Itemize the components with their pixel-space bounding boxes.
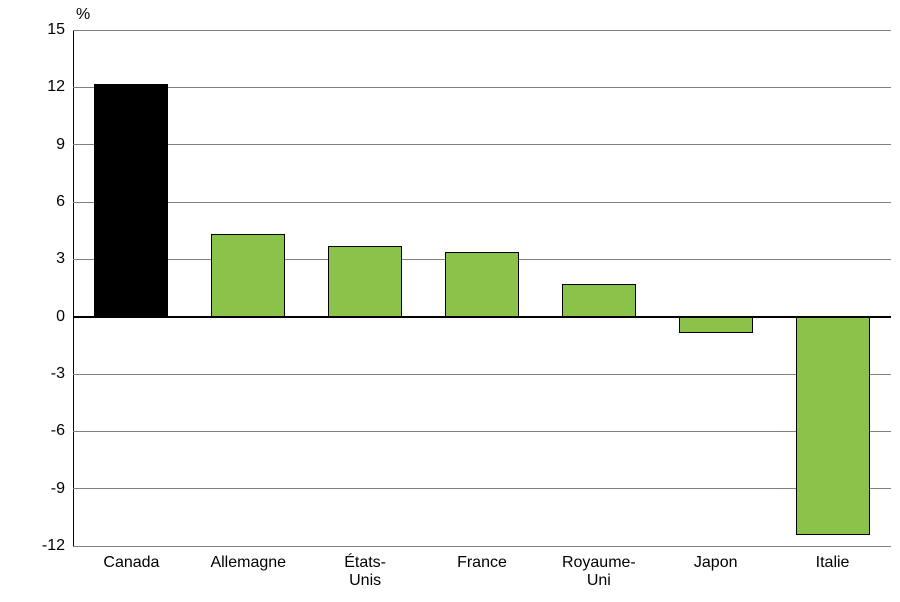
y-tick-label: 0: [15, 308, 65, 326]
y-tick-label: -6: [15, 422, 65, 440]
x-tick-label: Canada: [73, 554, 190, 572]
x-tick-label: France: [424, 554, 541, 572]
x-tick-label: Japon: [657, 554, 774, 572]
bar: [796, 317, 870, 535]
x-tick-label: Allemagne: [190, 554, 307, 572]
y-tick-label: -12: [15, 537, 65, 555]
gridline: [73, 374, 891, 375]
x-tick-label: Italie: [774, 554, 891, 572]
gridline: [73, 87, 891, 88]
x-tick-label: Royaume- Uni: [540, 554, 657, 591]
y-tick-label: 9: [15, 136, 65, 154]
gridline: [73, 431, 891, 432]
bar: [562, 284, 636, 316]
bar: [328, 246, 402, 317]
bar: [679, 317, 753, 333]
bar: [211, 234, 285, 316]
y-tick-label: 3: [15, 250, 65, 268]
gridline: [73, 30, 891, 31]
gridline: [73, 488, 891, 489]
gridline: [73, 144, 891, 145]
y-tick-label: 15: [15, 21, 65, 39]
bar: [94, 84, 168, 317]
y-tick-label: 6: [15, 193, 65, 211]
x-tick-label: États- Unis: [307, 554, 424, 591]
y-tick-label: 12: [15, 78, 65, 96]
bar: [445, 252, 519, 317]
gridline: [73, 546, 891, 547]
gridline: [73, 202, 891, 203]
y-axis-unit-label: %: [76, 6, 90, 24]
bar-chart: -12 -9 -6 -3 0 3 6 9 12 15% CanadaAllemagneÉtats- …: [0, 0, 900, 602]
y-tick-label: -9: [15, 480, 65, 498]
y-tick-label: -3: [15, 365, 65, 383]
y-axis-line: [73, 30, 74, 546]
